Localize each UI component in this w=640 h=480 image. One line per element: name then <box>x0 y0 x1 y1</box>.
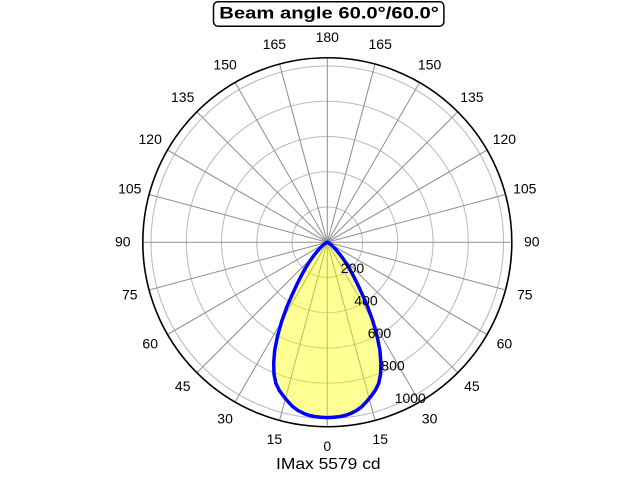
svg-text:30: 30 <box>422 411 438 427</box>
svg-text:90: 90 <box>524 233 540 249</box>
svg-text:165: 165 <box>263 36 287 52</box>
svg-text:180: 180 <box>316 29 340 45</box>
svg-text:45: 45 <box>175 378 191 394</box>
svg-text:IMax 5579 cd: IMax 5579 cd <box>276 456 381 473</box>
svg-text:150: 150 <box>213 56 237 72</box>
svg-text:200: 200 <box>341 260 365 276</box>
svg-text:Beam angle 60.0°/60.0°: Beam angle 60.0°/60.0° <box>219 3 439 22</box>
svg-text:60: 60 <box>497 336 513 352</box>
svg-text:165: 165 <box>369 36 393 52</box>
svg-text:45: 45 <box>464 378 480 394</box>
svg-text:75: 75 <box>517 286 533 302</box>
svg-text:15: 15 <box>372 431 388 447</box>
svg-text:75: 75 <box>122 286 138 302</box>
svg-text:30: 30 <box>217 411 233 427</box>
svg-text:400: 400 <box>354 292 378 308</box>
svg-text:105: 105 <box>513 181 537 197</box>
svg-text:1000: 1000 <box>395 390 426 406</box>
svg-text:0: 0 <box>323 438 331 454</box>
svg-text:15: 15 <box>267 431 283 447</box>
svg-text:120: 120 <box>493 131 517 147</box>
svg-text:90: 90 <box>115 233 131 249</box>
svg-text:60: 60 <box>142 336 158 352</box>
svg-text:150: 150 <box>418 56 442 72</box>
svg-text:135: 135 <box>171 89 195 105</box>
svg-text:105: 105 <box>118 181 142 197</box>
svg-text:800: 800 <box>381 358 405 374</box>
svg-text:600: 600 <box>368 325 392 341</box>
svg-text:135: 135 <box>460 89 484 105</box>
svg-text:120: 120 <box>139 131 163 147</box>
